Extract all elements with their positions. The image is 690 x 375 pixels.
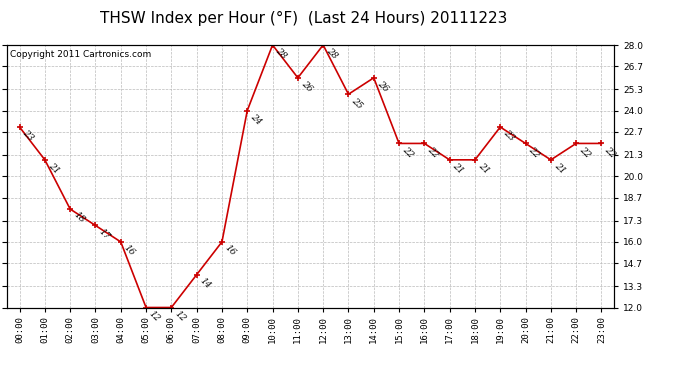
Text: 14: 14 [198,276,213,291]
Text: 17: 17 [97,227,111,242]
Text: 26: 26 [375,79,390,94]
Text: 12: 12 [172,309,187,323]
Text: 22: 22 [400,145,415,159]
Text: 21: 21 [46,161,61,176]
Text: 22: 22 [603,145,618,159]
Text: 12: 12 [148,309,162,323]
Text: 16: 16 [122,243,137,258]
Text: 22: 22 [426,145,440,159]
Text: 21: 21 [451,161,466,176]
Text: 24: 24 [248,112,263,126]
Text: 16: 16 [224,243,238,258]
Text: 28: 28 [274,46,288,61]
Text: 23: 23 [502,128,516,143]
Text: 26: 26 [299,79,314,94]
Text: 21: 21 [476,161,491,176]
Text: 22: 22 [527,145,542,159]
Text: 18: 18 [72,210,86,225]
Text: 23: 23 [21,128,35,143]
Text: THSW Index per Hour (°F)  (Last 24 Hours) 20111223: THSW Index per Hour (°F) (Last 24 Hours)… [100,11,507,26]
Text: 25: 25 [350,96,364,110]
Text: 21: 21 [552,161,566,176]
Text: Copyright 2011 Cartronics.com: Copyright 2011 Cartronics.com [10,50,151,59]
Text: 28: 28 [324,46,339,61]
Text: 22: 22 [578,145,592,159]
